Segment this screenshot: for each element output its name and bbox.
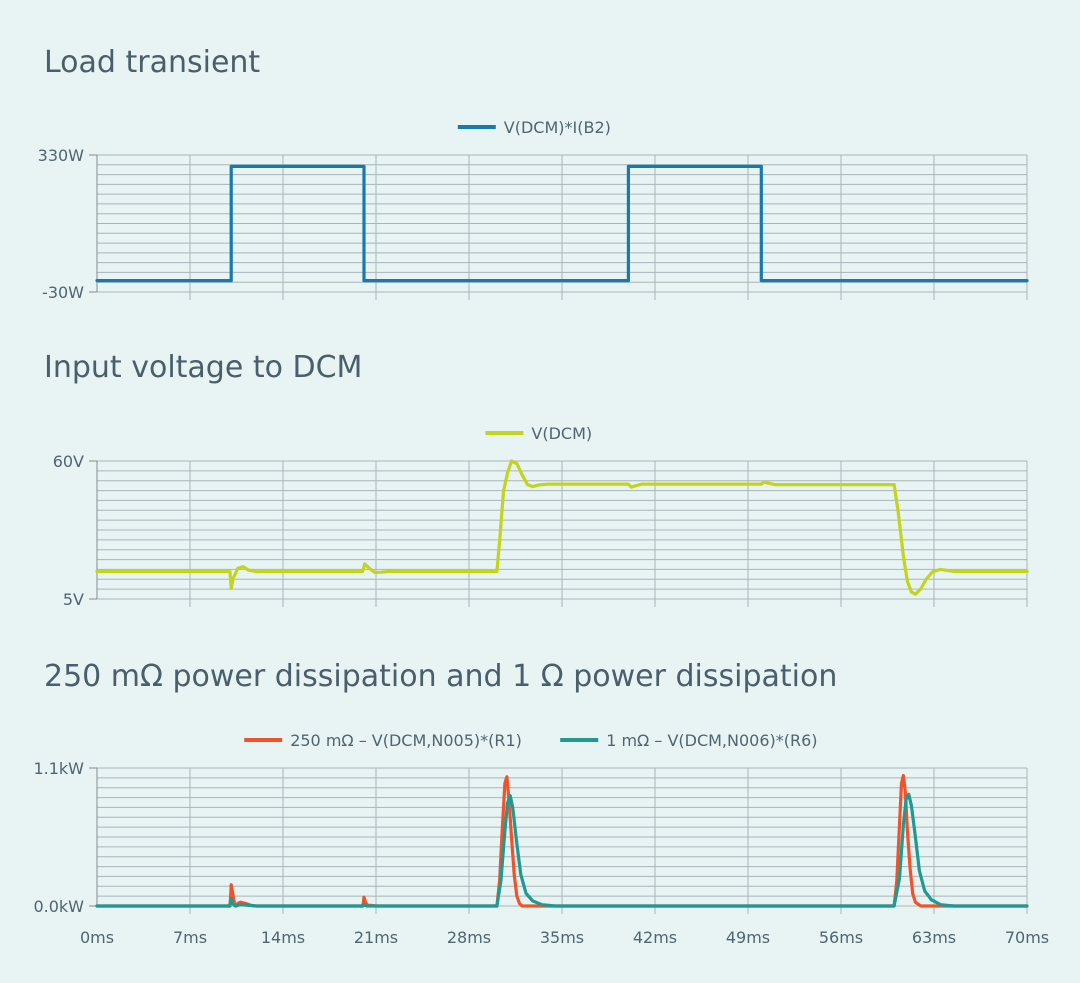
series-line	[95, 773, 1029, 908]
plot-input-voltage: 60V 5V V(DCM)	[53, 424, 1029, 609]
y-tick-label-bottom: -30W	[42, 283, 84, 302]
x-tick-label: 35ms	[540, 928, 584, 947]
y-tick-label-bottom: 5V	[63, 590, 84, 609]
x-tick-label: 56ms	[819, 928, 863, 947]
legend: 250 mΩ – V(DCM,N005)*(R1) 1 mΩ – V(DCM,N0…	[244, 731, 818, 750]
x-tick-label: 0ms	[80, 928, 114, 947]
panel-title-input-voltage: Input voltage to DCM	[44, 350, 362, 385]
x-tick-label: 42ms	[633, 928, 677, 947]
series-line	[95, 164, 1029, 283]
x-tick-label: 14ms	[261, 928, 305, 947]
series-line	[95, 792, 1029, 908]
grid	[97, 460, 1028, 607]
y-tick-label-top: 1.1kW	[33, 759, 84, 778]
legend-label: 1 mΩ – V(DCM,N006)*(R6)	[606, 731, 817, 750]
legend: V(DCM)	[485, 424, 592, 443]
series-line	[95, 459, 1029, 596]
y-tick-label-top: 330W	[38, 146, 85, 165]
legend: V(DCM)*I(B2)	[457, 118, 611, 137]
panel-title-power-dissipation: 250 mΩ power dissipation and 1 Ω power d…	[44, 659, 837, 694]
y-tick-label-top: 60V	[53, 452, 84, 471]
x-tick-label: 70ms	[1005, 928, 1049, 947]
x-tick-label: 21ms	[354, 928, 398, 947]
legend-label: V(DCM)*I(B2)	[504, 118, 611, 137]
legend-label: 250 mΩ – V(DCM,N005)*(R1)	[290, 731, 522, 750]
x-tick-label: 7ms	[173, 928, 207, 947]
legend-label: V(DCM)	[531, 424, 592, 443]
panel-title-load-transient: Load transient	[44, 45, 260, 80]
plot-load-transient: 330W -30W V(DCM)*I(B2)	[38, 118, 1029, 302]
x-tick-label: 63ms	[912, 928, 956, 947]
x-tick-label: 49ms	[726, 928, 770, 947]
grid	[97, 154, 1028, 300]
plot-power-dissipation: 1.1kW 0.0kW 0ms 7ms 14ms 21ms 28ms 35ms 42ms 49ms…	[33, 731, 1049, 947]
y-tick-label-bottom: 0.0kW	[33, 897, 84, 916]
x-tick-label: 28ms	[447, 928, 491, 947]
